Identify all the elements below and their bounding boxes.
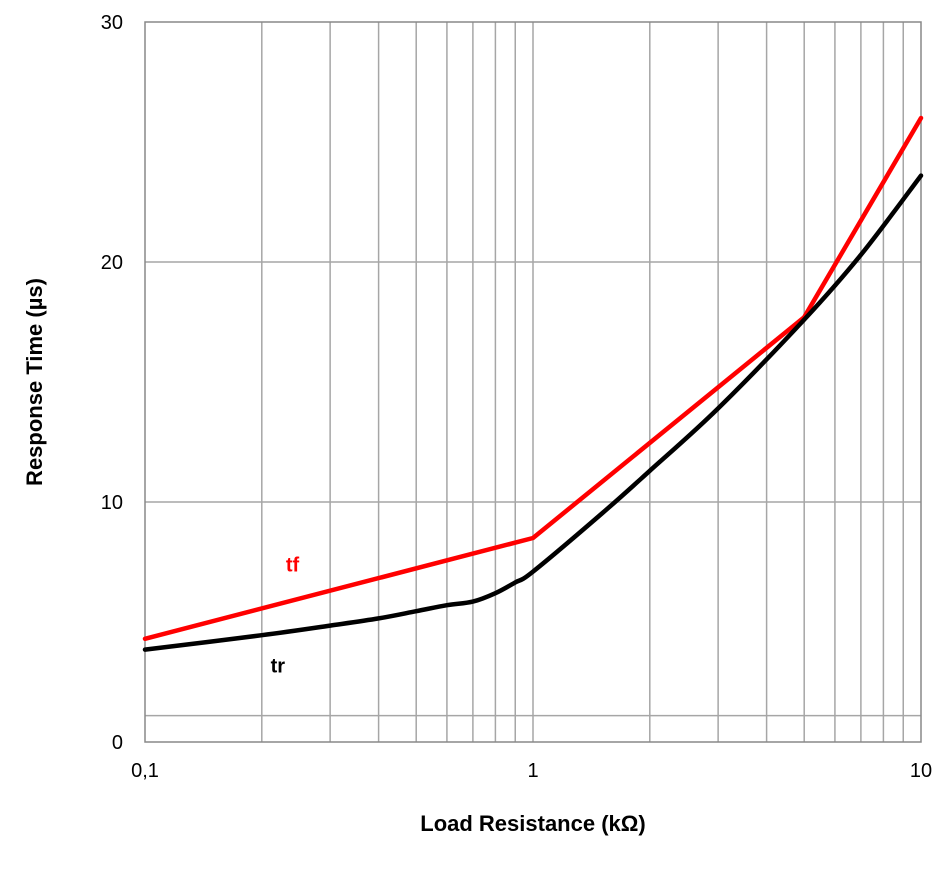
- y-tick-label: 10: [101, 492, 123, 514]
- series-label-tf: tf: [286, 555, 300, 577]
- series-line-tf: [142, 115, 924, 642]
- grid-layer: [145, 22, 921, 742]
- series-label-tr: tr: [271, 655, 286, 677]
- x-tick-label: 1: [527, 760, 538, 782]
- x-axis-title: Load Resistance (kΩ): [420, 811, 645, 836]
- series-line-tr: [142, 173, 924, 652]
- y-tick-label: 20: [101, 252, 123, 274]
- y-axis-title: Response Time (µs): [22, 278, 47, 486]
- x-tick-label: 10: [910, 760, 932, 782]
- x-tick-label: 0,1: [131, 760, 159, 782]
- series-layer: tf tr: [142, 115, 924, 677]
- y-tick-label: 30: [101, 12, 123, 34]
- plot-frame: [144, 21, 922, 743]
- tick-labels: 0,1 1 10 0 10 20 30: [101, 12, 932, 782]
- y-tick-label: 0: [112, 732, 123, 754]
